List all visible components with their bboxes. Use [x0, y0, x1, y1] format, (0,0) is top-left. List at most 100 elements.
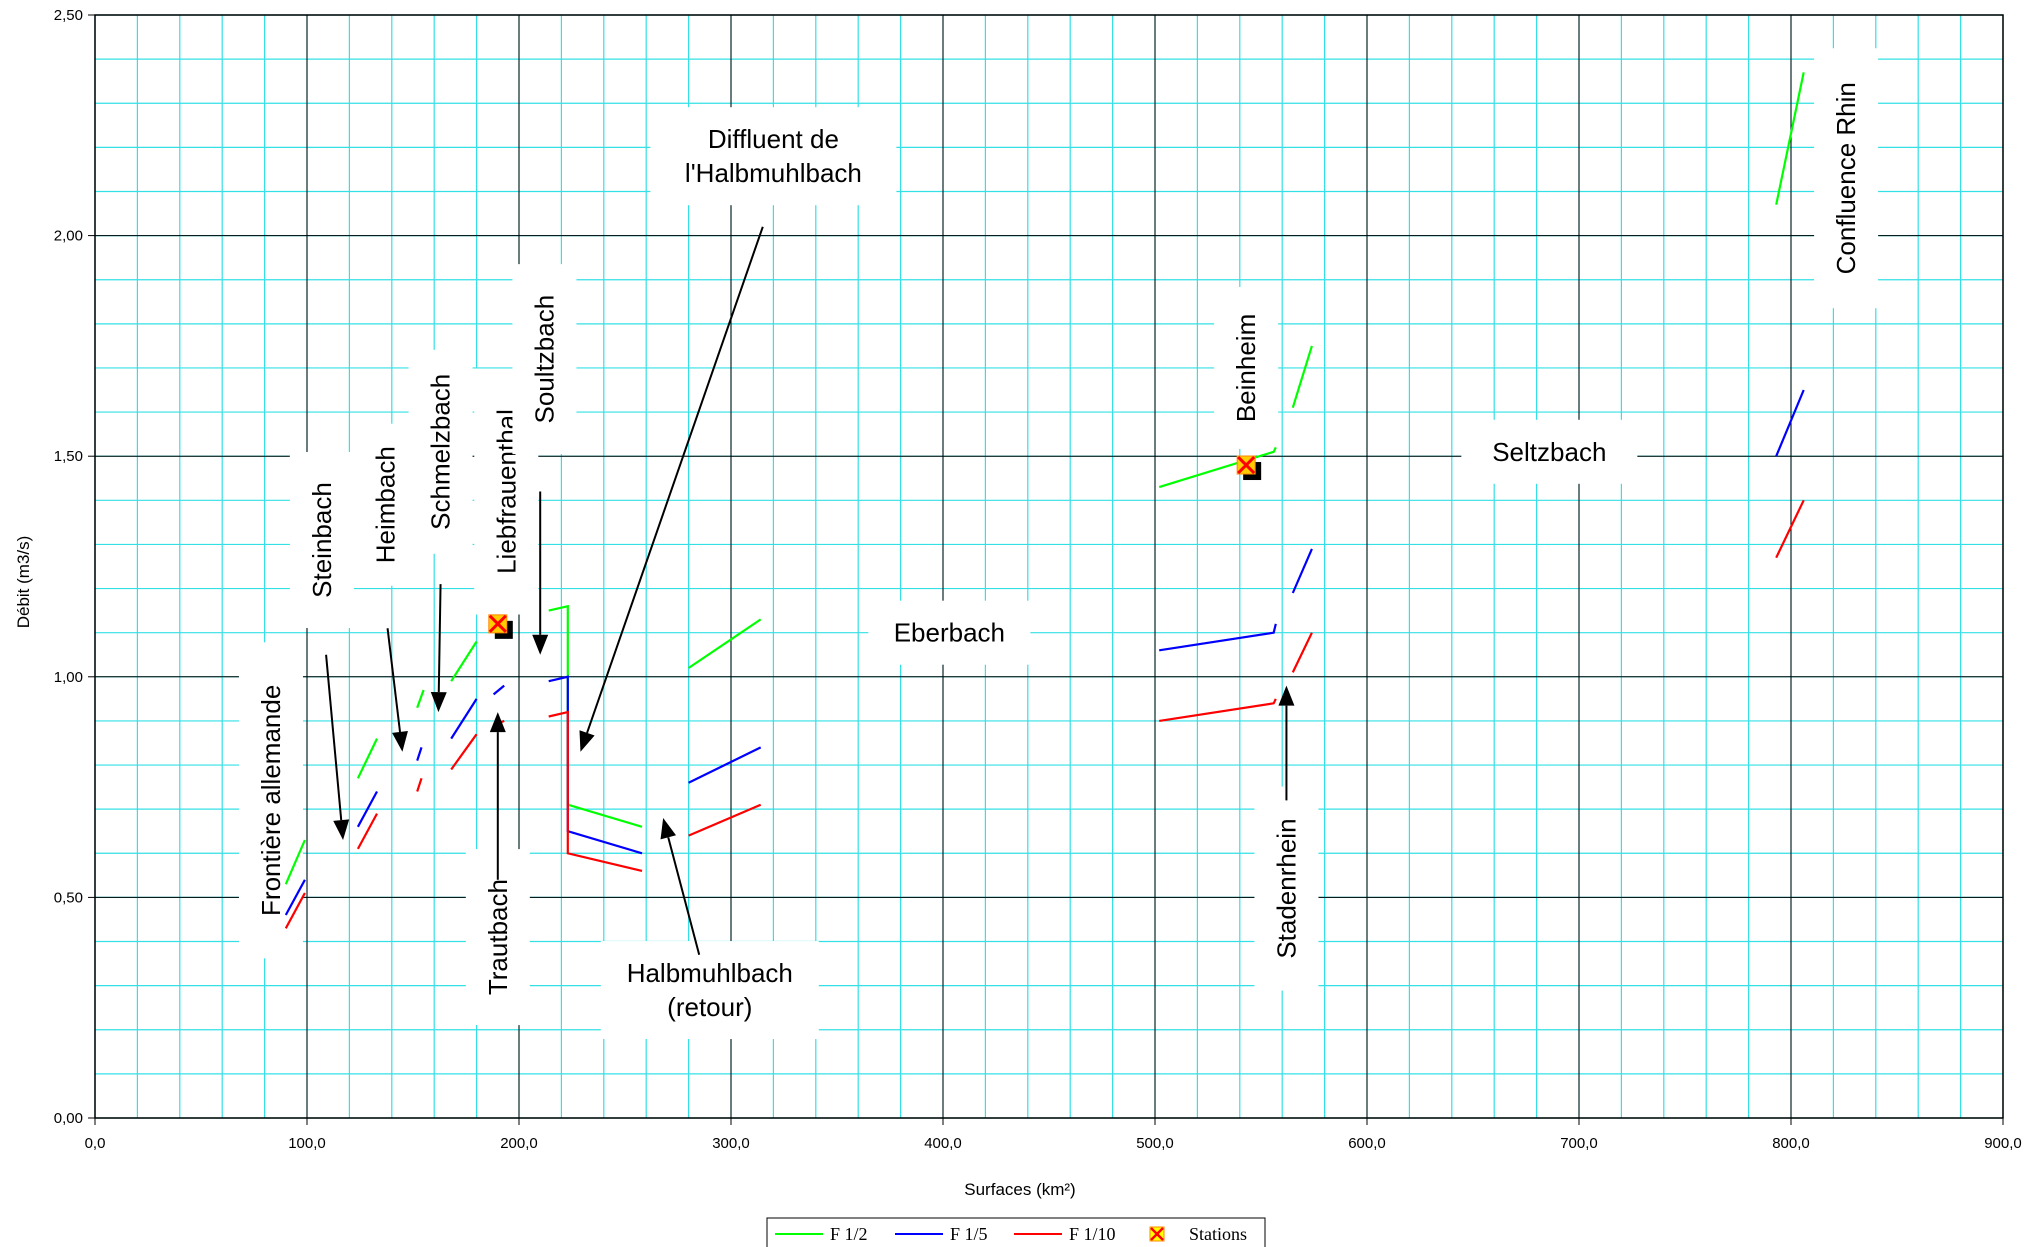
annotation-box: [1814, 48, 1879, 309]
series-segment: [1291, 345, 1313, 409]
annotation-box: [238, 642, 303, 959]
x-axis-label: Surfaces (km²): [964, 1180, 1075, 1199]
stations-layer: [488, 455, 1262, 639]
annotation-schmelzbach: Schmelzbach: [408, 349, 473, 554]
x-tick-label: 100,0: [288, 1135, 326, 1152]
annotation-confluence: Confluence Rhin: [1814, 48, 1879, 309]
series-segment: [356, 813, 378, 850]
series-segment: [284, 892, 306, 929]
plot-area-frame: [94, 14, 2004, 1119]
x-tick-label: 300,0: [712, 1135, 750, 1152]
annotation-box: [1254, 786, 1319, 991]
arrow: [430, 584, 447, 713]
x-tick-label: 400,0: [924, 1135, 962, 1152]
series-segment: [1159, 623, 1277, 652]
series-segment: [688, 803, 762, 837]
annotation-text: Heimbach: [370, 446, 400, 563]
annotation-text: Soultzbach: [529, 295, 559, 424]
x-tick-label: 0,0: [85, 1135, 106, 1152]
legend-label-f15: F 1/5: [950, 1224, 988, 1244]
annotation-frontiere: Frontière allemande: [238, 642, 303, 959]
series-segment: [492, 684, 505, 696]
series-segment: [1159, 698, 1277, 722]
y-tick-label: 1,00: [54, 669, 83, 686]
series-F 1/2: [284, 72, 1805, 885]
arrow-head: [532, 634, 549, 655]
annotation-box: [650, 107, 897, 206]
arrow-shaft: [437, 584, 442, 693]
x-tick-label: 800,0: [1772, 1135, 1810, 1152]
arrow: [386, 628, 408, 752]
series-segment: [450, 733, 478, 771]
arrow: [660, 817, 701, 956]
x-tick-label: 600,0: [1348, 1135, 1386, 1152]
arrow-head: [579, 730, 595, 752]
annotation-box: [868, 600, 1031, 665]
arrow-shaft: [667, 837, 701, 956]
series-segment: [1158, 446, 1277, 489]
y-tick-label: 2,00: [54, 228, 83, 245]
annotation-text: Seltzbach: [1492, 437, 1606, 467]
axes: [88, 14, 2004, 1125]
x-tick-label: 200,0: [500, 1135, 538, 1152]
station-marker: [1236, 455, 1262, 481]
annotation-soultzbach: Soultzbach: [512, 264, 577, 455]
annotation-text: Trautbach: [483, 879, 513, 995]
series-segment: [1775, 389, 1805, 457]
x-tick-label: 700,0: [1560, 1135, 1598, 1152]
annotation-text: Eberbach: [894, 618, 1005, 648]
annotation-heimbach: Heimbach: [353, 423, 418, 586]
annotation-seltzbach: Seltzbach: [1461, 419, 1638, 484]
legend-label-f110: F 1/10: [1069, 1224, 1116, 1244]
annotation-box: [512, 264, 577, 455]
arrow-head: [430, 691, 447, 713]
arrow-shaft: [325, 654, 343, 821]
legend-box: [766, 1217, 1266, 1247]
annotation-text: l'Halbmuhlbach: [685, 158, 862, 188]
annotation-diffluent: Diffluent de l'Halbmuhlbach: [650, 107, 897, 206]
station-cross: [488, 614, 507, 633]
annotation-text: Confluence Rhin: [1831, 82, 1861, 274]
tick-labels: 0,0 100,0 200,0 300,0 400,0 500,0 600,0 700,0 80…: [54, 7, 2022, 1152]
arrow: [532, 491, 549, 655]
annotation-halbmuhlbach: Halbmuhlbach (retour): [600, 941, 819, 1040]
annotation-text: (retour): [667, 992, 752, 1022]
y-tick-label: 1,50: [54, 448, 83, 465]
series-segment: [1291, 632, 1313, 673]
y-tick-label: 2,50: [54, 7, 83, 24]
annotation-text: Frontière allemande: [256, 685, 286, 916]
arrow-head: [392, 730, 408, 752]
station-cross: [1237, 455, 1256, 475]
annotation-steinbach: Steinbach: [289, 452, 354, 629]
annotations: Frontière allemande Steinbach Heimbach Schm…: [238, 48, 1879, 1040]
annotation-box: [289, 452, 354, 629]
series-segment: [356, 790, 378, 828]
series-segment: [356, 738, 378, 779]
series-segment: [548, 604, 643, 828]
y-tick-label: 0,50: [54, 889, 83, 906]
arrow: [489, 712, 506, 880]
legend-station-marker: [1149, 1226, 1165, 1242]
x-tick-label: 900,0: [1984, 1135, 2022, 1152]
series-segment: [416, 777, 423, 792]
annotation-box: [1214, 286, 1279, 449]
annotation-box: [408, 349, 473, 554]
legend-label-stations: Stations: [1189, 1224, 1247, 1244]
y-tick-label: 0,00: [54, 1110, 83, 1127]
annotation-text: Halbmuhlbach: [627, 958, 793, 988]
annotation-box: [353, 423, 418, 586]
y-axis-label: Débit (m3/s): [14, 536, 33, 629]
series-segment: [687, 618, 762, 669]
series-segment: [548, 710, 643, 872]
series-segment: [284, 879, 306, 916]
annotation-eberbach: Eberbach: [868, 600, 1031, 665]
arrow: [325, 654, 350, 841]
annotation-box: [600, 941, 819, 1040]
series-segment: [1775, 72, 1805, 205]
legend-label-f12: F 1/2: [830, 1224, 868, 1244]
series-segment: [284, 839, 306, 885]
annotation-box: [1461, 419, 1638, 484]
arrow: [579, 226, 764, 752]
series-segment: [416, 747, 423, 761]
